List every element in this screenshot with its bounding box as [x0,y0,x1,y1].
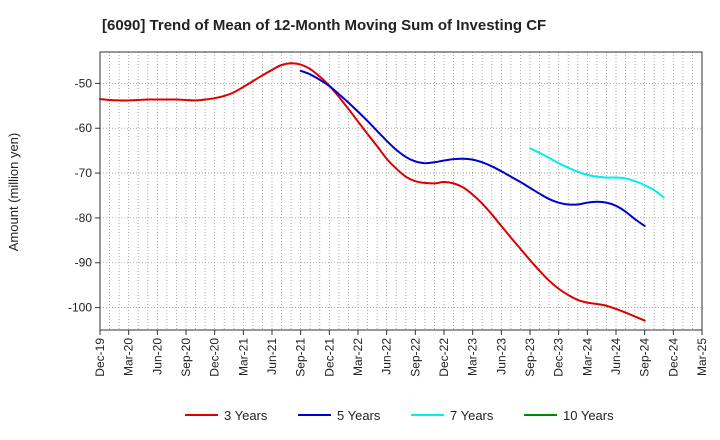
legend-label: 7 Years [450,408,494,423]
legend-label: 5 Years [337,408,381,423]
x-tick-label: Mar-22 [351,338,365,376]
plot-frame [99,51,703,331]
y-tick-label: -70 [75,166,93,180]
x-tick-label: Dec-19 [93,338,107,377]
x-tick-label: Sep-24 [638,338,652,377]
y-tick-label: -60 [75,121,93,135]
x-tick-label: Sep-23 [523,338,537,377]
x-axis-ticks: Dec-19 Mar-20 Jun-20 Sep-20 Dec-20 Mar-21 Jun-… [93,330,709,377]
x-tick-label: Jun-20 [150,338,164,375]
y-tick-label: -80 [75,211,93,225]
x-tick-label: Sep-21 [294,338,308,377]
x-tick-label: Sep-22 [408,338,422,377]
x-tick-label: Mar-21 [236,338,250,376]
x-tick-label: Mar-25 [695,338,709,376]
y-tick-label: -100 [68,301,92,315]
x-tick-label: Dec-22 [437,338,451,377]
x-tick-label: Jun-23 [494,338,508,375]
legend: 3 Years 5 Years 7 Years 10 Years [185,408,614,423]
y-axis-label: Amount (million yen) [6,133,21,252]
y-axis-ticks: -50 -60 -70 -80 -90 -100 [68,76,100,315]
legend-label: 3 Years [224,408,268,423]
x-tick-label: Dec-20 [208,338,222,377]
series-line-3-years [99,62,646,322]
legend-label: 10 Years [563,408,614,423]
chart-title: [6090] Trend of Mean of 12-Month Moving … [102,17,546,34]
x-tick-label: Dec-24 [666,338,680,377]
series-line-7-years [529,147,665,199]
x-tick-label: Mar-20 [122,338,136,376]
y-tick-label: -50 [75,76,93,90]
x-tick-label: Sep-20 [179,338,193,377]
x-tick-label: Jun-24 [609,338,623,375]
series-lines [99,62,665,322]
x-tick-label: Dec-23 [552,338,566,377]
grid [100,52,702,330]
x-tick-label: Jun-21 [265,338,279,375]
series-line-5-years [299,69,646,227]
x-tick-label: Dec-21 [322,338,336,377]
x-tick-label: Jun-22 [380,338,394,375]
y-tick-label: -90 [75,256,93,270]
x-tick-label: Mar-23 [466,338,480,376]
x-tick-label: Mar-24 [580,338,594,376]
